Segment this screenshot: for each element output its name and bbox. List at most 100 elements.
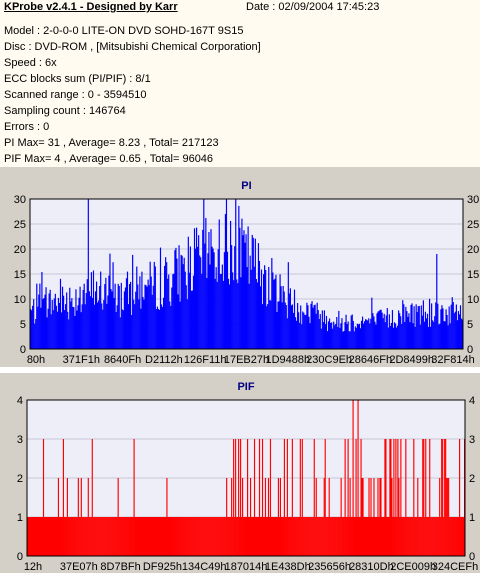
chart-bar bbox=[461, 517, 463, 556]
chart-bar bbox=[240, 277, 242, 349]
x-tick-label: D2112h bbox=[145, 354, 183, 366]
chart-bar bbox=[141, 517, 143, 556]
chart-bar bbox=[435, 517, 437, 556]
chart-bar bbox=[446, 478, 448, 556]
chart-bar bbox=[139, 517, 141, 556]
chart-bar bbox=[340, 478, 342, 556]
chart-bar bbox=[314, 517, 316, 556]
chart-bar bbox=[437, 517, 439, 556]
chart-bar bbox=[415, 304, 417, 349]
chart-bar bbox=[338, 517, 340, 556]
chart-bar bbox=[135, 291, 137, 349]
chart-bar bbox=[131, 517, 133, 556]
chart-bar bbox=[79, 517, 81, 556]
chart-bar bbox=[40, 307, 42, 349]
chart-bar bbox=[426, 517, 428, 556]
chart-bar bbox=[80, 312, 82, 349]
chart-bar bbox=[336, 317, 338, 349]
chart-bar bbox=[162, 517, 164, 556]
chart-bar bbox=[92, 270, 95, 349]
chart-bar bbox=[453, 517, 455, 556]
chart-bar bbox=[391, 310, 394, 349]
chart-bar bbox=[285, 517, 287, 556]
chart-bar bbox=[260, 517, 263, 556]
chart-bar bbox=[460, 517, 462, 556]
chart-bar bbox=[185, 517, 187, 556]
chart-bar bbox=[245, 517, 247, 556]
chart-bar bbox=[364, 321, 366, 349]
chart-bar bbox=[383, 313, 385, 349]
chart-bar bbox=[371, 297, 373, 349]
chart-bar bbox=[348, 517, 350, 556]
chart-bar bbox=[159, 247, 162, 349]
chart-bar bbox=[117, 478, 119, 556]
y-tick-label-right: 20 bbox=[467, 244, 479, 256]
chart-bar bbox=[161, 306, 164, 349]
chart-bar bbox=[231, 245, 233, 349]
chart-bar bbox=[196, 517, 198, 556]
chart-bar bbox=[41, 517, 44, 556]
chart-bar bbox=[76, 517, 78, 556]
chart-bar bbox=[232, 272, 234, 349]
chart-bar bbox=[399, 517, 401, 556]
chart-bar bbox=[395, 439, 397, 556]
x-tick-label: 8640Fh bbox=[104, 354, 141, 366]
x-tick-label: 1D9488h bbox=[265, 354, 310, 366]
chart-bar bbox=[330, 322, 332, 349]
chart-bar bbox=[174, 517, 176, 556]
chart-bar bbox=[416, 517, 418, 556]
chart-bar bbox=[378, 517, 380, 556]
chart-bar bbox=[129, 517, 131, 556]
chart-bar bbox=[340, 323, 342, 349]
info-errors: Errors : 0 bbox=[4, 121, 50, 133]
chart-bar bbox=[35, 517, 38, 556]
info-disc: Disc : DVD-ROM , [Mitsubishi Chemical Co… bbox=[4, 41, 261, 53]
chart-bar bbox=[392, 327, 395, 349]
chart-bar bbox=[419, 324, 421, 349]
chart-bar bbox=[43, 297, 45, 349]
chart-bar bbox=[172, 517, 174, 556]
chart-bar bbox=[176, 517, 178, 556]
chart-bar bbox=[331, 517, 333, 556]
y-tick-label-left: 2 bbox=[17, 473, 23, 485]
chart-bar bbox=[411, 517, 413, 556]
chart-bar bbox=[406, 517, 408, 556]
chart-bar bbox=[136, 517, 138, 556]
chart-bar bbox=[60, 517, 62, 556]
chart-bar bbox=[42, 299, 44, 349]
chart-bar bbox=[354, 326, 356, 349]
chart-bar bbox=[443, 321, 445, 349]
chart-bar bbox=[258, 260, 261, 349]
chart-bar bbox=[238, 439, 240, 556]
chart-bar bbox=[92, 517, 94, 556]
chart-bar bbox=[172, 274, 174, 349]
chart-bar bbox=[130, 281, 132, 349]
chart-bar bbox=[293, 289, 296, 349]
chart-bar bbox=[83, 517, 85, 556]
chart-bar bbox=[427, 326, 430, 349]
chart-bar bbox=[205, 517, 207, 556]
chart-bar bbox=[343, 331, 345, 349]
chart-bar bbox=[207, 253, 209, 349]
chart-bar bbox=[333, 517, 335, 556]
chart-bar bbox=[165, 257, 167, 349]
chart-bar bbox=[374, 517, 376, 556]
chart-bar bbox=[133, 439, 135, 556]
chart-bar bbox=[339, 517, 341, 556]
chart-bar bbox=[99, 517, 101, 556]
chart-bar bbox=[362, 478, 364, 556]
chart-bar bbox=[419, 517, 421, 556]
chart-bar bbox=[412, 323, 414, 349]
chart-bar bbox=[442, 439, 444, 556]
chart-bar bbox=[145, 517, 147, 556]
chart-bar bbox=[85, 292, 87, 349]
chart-bar bbox=[199, 255, 201, 349]
chart-bar bbox=[448, 306, 450, 349]
chart-bar bbox=[191, 290, 194, 349]
chart-bar bbox=[347, 439, 349, 556]
chart-bar bbox=[189, 517, 191, 556]
chart-bar bbox=[130, 517, 132, 556]
chart-bar bbox=[175, 247, 177, 349]
chart-bar bbox=[303, 312, 305, 349]
chart-bar bbox=[58, 517, 60, 556]
